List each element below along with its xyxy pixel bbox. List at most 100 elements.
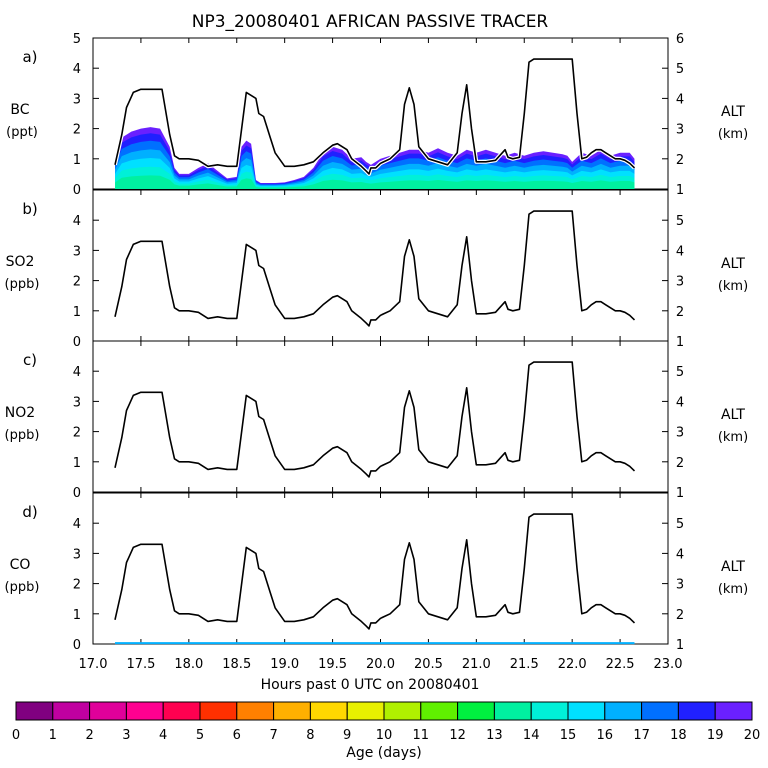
altitude-line [114, 513, 636, 630]
species-units: (ppb) [5, 580, 40, 595]
colorbar-tick-label: 4 [159, 728, 167, 743]
colorbar-tick-label: 5 [196, 728, 204, 743]
alt-tick-label: 3 [676, 123, 684, 138]
colorbar-swatch [420, 701, 459, 721]
species-label: BC [10, 102, 29, 118]
y-tick-label: 3 [73, 547, 81, 562]
alt-tick-label: 3 [676, 426, 684, 441]
colorbar-swatch [52, 701, 91, 721]
colorbar-tick-label: 11 [413, 728, 430, 743]
y-tick-label: 5 [73, 32, 81, 47]
panels: 0 1 2 3 4 5 1 2 3 4 5 6 a) BC (ppt) ALT (km) 0 1 2 3 4 1 2 3 4 5 b)… [5, 32, 749, 653]
alt-tick-label: 2 [676, 153, 684, 168]
colorbar-tick-label: 9 [343, 728, 351, 743]
y-tick-label: 2 [73, 123, 81, 138]
y-tick-label: 1 [73, 456, 81, 471]
panel-label: b) [22, 200, 37, 218]
alt-tick-label: 2 [676, 305, 684, 320]
y-tick-label: 3 [73, 244, 81, 259]
species-label: SO2 [6, 254, 35, 270]
colorbar-swatch [199, 701, 238, 721]
colorbar-tick-label: 2 [85, 728, 93, 743]
y-tick-label: 4 [73, 365, 81, 380]
panel-so2: 0 1 2 3 4 1 2 3 4 5 b) SO2 (ppb) ALT (km) [5, 189, 748, 350]
y-tick-label: 0 [73, 638, 81, 653]
colorbar-tick-label: 14 [523, 728, 540, 743]
colorbar-tick-label: 1 [49, 728, 57, 743]
alt-tick-label: 1 [676, 335, 684, 350]
y-tick-label: 4 [73, 517, 81, 532]
y-tick-label: 4 [73, 62, 81, 77]
x-tick-label: 17.0 [79, 657, 108, 672]
colorbar-swatch [530, 701, 569, 721]
y-tick-label: 3 [73, 92, 81, 107]
colorbar-swatch [89, 701, 127, 721]
colorbar-label: Age (days) [346, 745, 422, 761]
colorbar-tick-label: 7 [269, 728, 277, 743]
y-tick-label: 2 [73, 578, 81, 593]
panel-co: 0 1 2 3 4 1 2 3 4 5 d) CO (ppb) ALT (km) [5, 492, 748, 653]
x-tick-label: 17.5 [126, 657, 155, 672]
colorbar-swatch [15, 701, 54, 721]
panel-no2: 0 1 2 3 4 1 2 3 4 5 c) NO2 (ppb) ALT (km) [5, 340, 748, 501]
colorbar-swatch [273, 701, 311, 721]
x-tick-label: 21.0 [462, 657, 491, 672]
y-tick-label: 0 [73, 183, 81, 198]
x-tick-label: 22.0 [558, 657, 587, 672]
x-axis-label: Hours past 0 UTC on 20080401 [261, 677, 480, 693]
alt-axis-label: ALT [721, 407, 745, 423]
alt-tick-label: 5 [676, 62, 684, 77]
species-units: (ppb) [5, 428, 40, 443]
plot-frame [92, 189, 669, 342]
alt-tick-label: 4 [676, 244, 684, 259]
altitude-line [114, 361, 636, 478]
bc-age-band-13 [115, 175, 635, 189]
colorbar-swatch [714, 701, 753, 721]
x-tick-label: 18.5 [222, 657, 251, 672]
colorbar-swatch [641, 701, 679, 721]
panel-label: c) [23, 351, 37, 369]
alt-tick-label: 2 [676, 608, 684, 623]
species-label: NO2 [5, 405, 35, 421]
alt-tick-label: 4 [676, 547, 684, 562]
alt-axis-units: (km) [718, 279, 748, 294]
colorbar-tick-label: 15 [560, 728, 577, 743]
panel-label: d) [22, 503, 37, 521]
x-tick-label: 21.5 [510, 657, 539, 672]
alt-tick-label: 4 [676, 92, 684, 107]
alt-tick-label: 1 [676, 486, 684, 501]
colorbar-swatch [567, 701, 606, 721]
colorbar-swatch [346, 701, 385, 721]
panel-label: a) [22, 48, 37, 66]
alt-axis-units: (km) [718, 582, 748, 597]
colorbar-tick-label: 17 [633, 728, 650, 743]
alt-tick-label: 3 [676, 275, 684, 290]
colorbar-swatch [493, 701, 532, 721]
panel-bc: 0 1 2 3 4 5 1 2 3 4 5 6 a) BC (ppt) ALT (km) [6, 32, 748, 198]
colorbar-tick-label: 18 [670, 728, 687, 743]
alt-tick-label: 1 [676, 638, 684, 653]
colorbar-swatch [677, 701, 716, 721]
y-tick-label: 0 [73, 486, 81, 501]
age-colorbar: 0 1 2 3 4 5 6 7 8 9 10 11 12 13 14 15 16 17 18 19 20 [12, 701, 760, 743]
colorbar-tick-label: 0 [12, 728, 20, 743]
colorbar-tick-label: 13 [486, 728, 503, 743]
colorbar-swatch [604, 701, 643, 721]
colorbar-tick-label: 8 [306, 728, 314, 743]
altitude-line [114, 210, 636, 327]
colorbar-tick-label: 10 [376, 728, 393, 743]
species-units: (ppt) [6, 125, 38, 140]
chart-title: NP3_20080401 AFRICAN PASSIVE TRACER [192, 12, 549, 32]
y-tick-label: 2 [73, 426, 81, 441]
colorbar-swatch [383, 701, 422, 721]
y-tick-label: 4 [73, 214, 81, 229]
colorbar-swatch [162, 701, 201, 721]
species-units: (ppb) [5, 277, 40, 292]
x-tick-label: 19.5 [318, 657, 347, 672]
y-tick-label: 1 [73, 305, 81, 320]
alt-tick-label: 6 [676, 32, 684, 47]
x-tick-label: 22.5 [606, 657, 635, 672]
colorbar-tick-label: 3 [122, 728, 130, 743]
alt-tick-label: 2 [676, 456, 684, 471]
